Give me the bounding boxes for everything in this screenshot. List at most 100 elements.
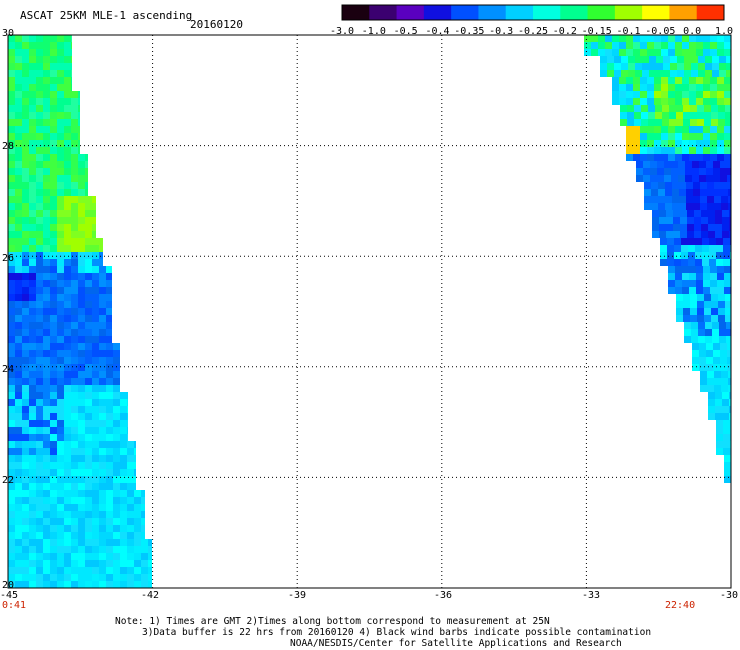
data-cell xyxy=(22,469,29,476)
data-cell xyxy=(113,434,120,441)
data-cell xyxy=(708,392,715,399)
data-cell xyxy=(8,518,15,525)
data-cell xyxy=(692,175,699,182)
data-cell xyxy=(43,238,50,245)
data-cell xyxy=(22,175,29,182)
data-cell xyxy=(29,280,36,287)
data-cell xyxy=(682,287,689,294)
data-cell xyxy=(92,322,99,329)
data-cell xyxy=(8,371,15,378)
data-cell xyxy=(50,504,57,511)
data-cell xyxy=(711,301,718,308)
data-cell xyxy=(666,210,673,217)
data-cell xyxy=(668,49,675,56)
data-cell xyxy=(106,511,113,518)
data-cell xyxy=(703,140,710,147)
data-cell xyxy=(716,434,723,441)
data-cell xyxy=(689,140,696,147)
data-cell xyxy=(36,413,43,420)
data-cell xyxy=(71,56,72,63)
data-cell xyxy=(704,119,711,126)
data-cell xyxy=(672,189,679,196)
data-cell xyxy=(71,329,78,336)
data-cell xyxy=(71,168,78,175)
data-cell xyxy=(648,105,655,112)
data-cell xyxy=(29,308,36,315)
data-cell xyxy=(22,42,29,49)
data-cell xyxy=(64,112,71,119)
data-cell xyxy=(676,294,683,301)
data-cell xyxy=(711,308,718,315)
data-cell xyxy=(36,553,43,560)
data-cell xyxy=(15,91,22,98)
data-cell xyxy=(57,392,64,399)
data-cell xyxy=(71,336,78,343)
data-cell xyxy=(721,196,728,203)
data-cell xyxy=(36,259,43,266)
data-cell xyxy=(22,287,29,294)
data-cell xyxy=(726,336,731,343)
data-cell xyxy=(92,357,99,364)
data-cell xyxy=(8,392,15,399)
data-cell xyxy=(85,434,92,441)
swath-time-left: 0:41 xyxy=(2,600,27,611)
data-cell xyxy=(36,378,43,385)
data-cell xyxy=(99,336,106,343)
data-cell xyxy=(57,154,64,161)
lon-label-36: -36 xyxy=(434,590,453,601)
data-cell xyxy=(711,294,718,301)
data-cell xyxy=(670,63,677,70)
data-cell xyxy=(127,560,134,567)
data-cell xyxy=(71,35,72,42)
data-cell xyxy=(43,399,50,406)
data-cell xyxy=(71,161,78,168)
data-cell xyxy=(50,56,57,63)
data-cell xyxy=(92,574,99,581)
data-cell xyxy=(29,294,36,301)
data-cell xyxy=(57,350,64,357)
data-cell xyxy=(148,539,152,546)
data-cell xyxy=(50,203,57,210)
data-cell xyxy=(127,574,134,581)
data-cell xyxy=(50,161,57,168)
data-cell xyxy=(85,252,92,259)
data-cell xyxy=(8,273,15,280)
data-cell xyxy=(71,252,78,259)
data-cell xyxy=(64,168,71,175)
data-cell xyxy=(29,231,36,238)
data-cell xyxy=(8,343,15,350)
data-cell xyxy=(15,168,22,175)
data-cell xyxy=(8,98,15,105)
data-cell xyxy=(689,280,696,287)
data-cell xyxy=(29,301,36,308)
data-cell xyxy=(672,203,679,210)
data-cell xyxy=(113,511,120,518)
data-cell xyxy=(706,357,713,364)
colorbar-block xyxy=(505,5,534,20)
data-cell xyxy=(700,182,707,189)
data-cell xyxy=(85,266,92,273)
data-cell xyxy=(78,546,85,553)
data-cell xyxy=(669,119,676,126)
data-cell xyxy=(15,392,22,399)
data-cell xyxy=(687,231,694,238)
data-cell xyxy=(717,126,724,133)
data-cell xyxy=(36,462,43,469)
data-cell xyxy=(78,224,85,231)
data-cell xyxy=(64,133,71,140)
data-cell xyxy=(654,42,661,49)
data-cell xyxy=(50,357,57,364)
data-cell xyxy=(36,119,43,126)
data-cell xyxy=(710,84,717,91)
data-cell xyxy=(57,364,64,371)
data-cell xyxy=(50,385,57,392)
data-cell xyxy=(57,378,64,385)
data-cell xyxy=(50,420,57,427)
data-cell xyxy=(29,553,36,560)
data-cell xyxy=(633,126,640,133)
data-cell xyxy=(29,175,36,182)
data-cell xyxy=(106,378,113,385)
data-cell xyxy=(717,287,724,294)
data-cell xyxy=(8,448,15,455)
data-cell xyxy=(43,560,50,567)
